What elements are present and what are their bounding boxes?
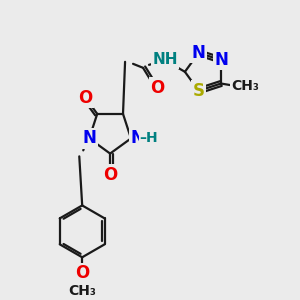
Text: CH₃: CH₃	[68, 284, 96, 298]
Text: N: N	[130, 129, 144, 147]
Text: O: O	[75, 264, 89, 282]
Text: O: O	[78, 89, 93, 107]
Text: N: N	[82, 129, 96, 147]
Text: –H: –H	[140, 131, 158, 146]
Text: O: O	[103, 166, 117, 184]
Text: NH: NH	[152, 52, 178, 67]
Text: O: O	[150, 79, 164, 97]
Text: N: N	[214, 51, 228, 69]
Text: S: S	[193, 82, 205, 100]
Text: CH₃: CH₃	[231, 79, 259, 92]
Text: N: N	[192, 44, 206, 62]
